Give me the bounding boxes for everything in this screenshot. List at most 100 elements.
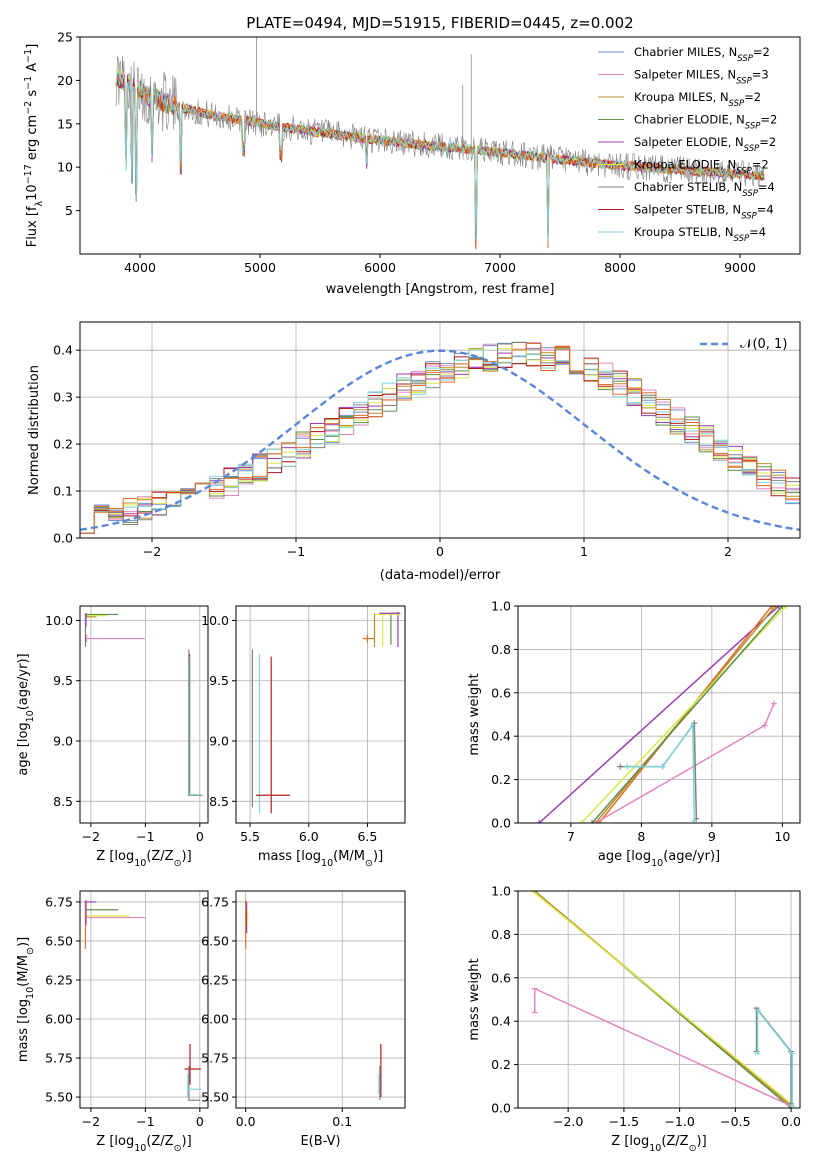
x-tick-label: 6.5 xyxy=(357,829,377,844)
x-tick-label: 5.5 xyxy=(240,829,260,844)
legend-text: Salpeter MILES, N xyxy=(634,68,736,82)
y-tick-label: 9.0 xyxy=(53,734,73,749)
x-tick-label: 8 xyxy=(637,829,645,844)
x-axis-label: (data-model)/error xyxy=(380,568,501,583)
mass-weight-line xyxy=(627,723,695,821)
y-axis-label-part: A xyxy=(25,63,40,76)
y-axis-label-part: 10 xyxy=(25,710,36,722)
y-axis-label-part: s xyxy=(25,90,40,101)
x-tick-label: −2 xyxy=(143,544,161,559)
plot-area xyxy=(245,900,382,1101)
x-tick-label: −0.5 xyxy=(720,1114,750,1129)
x-tick-label: 8000 xyxy=(604,260,636,275)
legend-subscript: SSP xyxy=(734,234,750,244)
y-tick-label: 20 xyxy=(57,73,73,88)
legend-text: Kroupa MILES, N xyxy=(634,90,729,104)
legend-entry: Kroupa STELIB, NSSP=4 xyxy=(634,225,766,244)
x-axis-label-part: mass [log xyxy=(258,849,321,864)
y-tick-label: 0.4 xyxy=(491,729,511,744)
legend-suffix: =2 xyxy=(752,158,769,172)
axes-frame xyxy=(517,605,801,824)
legend-suffix: =2 xyxy=(744,90,761,104)
legend-subscript: SSP xyxy=(736,77,752,87)
y-tick-label: 0.4 xyxy=(491,1014,511,1029)
legend-text: Kroupa ELODIE, N xyxy=(634,158,736,172)
x-tick-label: 9 xyxy=(708,829,716,844)
y-tick-label: 1.0 xyxy=(491,884,511,899)
mass-vs-metallicity-panel: −2 −1 05.505.756.006.256.506.75Z [log10(Z/… xyxy=(16,890,209,1154)
x-axis-label: Z [log10(Z/Z⊙)] xyxy=(611,1134,706,1154)
plot-area xyxy=(529,891,796,1108)
y-tick-label: 0.6 xyxy=(491,685,511,700)
y-axis-label: mass weight xyxy=(467,673,482,755)
y-axis-label: age [log10(age/yr)] xyxy=(16,653,36,775)
x-tick-label: −1 xyxy=(287,544,305,559)
mass-weight-line xyxy=(595,703,775,823)
legend-suffix: =3 xyxy=(752,68,769,82)
spectrum-line-gray xyxy=(115,55,765,248)
y-axis-label-part: (age/yr)] xyxy=(16,653,31,710)
axes-frame xyxy=(517,890,801,1109)
y-tick-label: 0.0 xyxy=(53,531,73,546)
y-tick-label: 6.75 xyxy=(201,894,229,909)
y-tick-label: 0.4 xyxy=(53,343,73,358)
x-axis-label-part: (age/yr)] xyxy=(663,849,720,864)
y-tick-label: 6.25 xyxy=(45,972,73,987)
y-tick-label: 0.0 xyxy=(491,1101,511,1116)
x-axis-label-part: (Z/Z xyxy=(661,1134,688,1149)
y-tick-label: 5.50 xyxy=(201,1090,229,1105)
mass-weight-line xyxy=(533,987,792,1107)
y-axis-label-part: 10 xyxy=(25,184,40,201)
x-tick-label: 0.1 xyxy=(332,1114,352,1129)
plot-area xyxy=(251,612,401,814)
mass-vs-ebv-panel: 0.0 0.1 5.50 5.75 6.00 6.25 6.50 6.75 E(B-V) xyxy=(201,890,406,1149)
y-tick-label: 8.5 xyxy=(53,794,73,809)
x-axis-label-part: )] xyxy=(373,849,383,864)
y-tick-label: 10.0 xyxy=(45,613,73,628)
x-axis-label-part: 10 xyxy=(134,858,146,869)
y-tick-label: 10 xyxy=(57,160,73,175)
y-tick-label: 0.1 xyxy=(53,484,73,499)
y-tick-label: 5.50 xyxy=(45,1090,73,1105)
x-tick-label: −2 xyxy=(82,829,100,844)
age-vs-metallicity-panel: −2 −1 08.59.09.510.0Z [log10(Z/Z⊙)]age [lo… xyxy=(16,605,209,869)
residual-histogram-panel: −2 −1 0 1 2 0.0 0.1 0.2 0.3 0.4 (data-model)/error… xyxy=(27,321,801,583)
y-tick-label: 6.50 xyxy=(45,933,73,948)
y-axis-label-part: erg cm xyxy=(25,115,40,164)
y-tick-label: 5.75 xyxy=(201,1051,229,1066)
y-tick-label: 0.3 xyxy=(53,390,73,405)
legend-entry: Kroupa ELODIE, NSSP=2 xyxy=(634,158,769,177)
y-tick-label: 9.0 xyxy=(209,734,229,749)
y-tick-label: 15 xyxy=(57,116,73,131)
plot-area xyxy=(536,606,789,823)
x-axis-label-part: Z [log xyxy=(611,1134,649,1149)
x-axis-label-part: Z [log xyxy=(96,1134,134,1149)
histogram-series xyxy=(80,342,800,534)
y-tick-label: 6.25 xyxy=(201,972,229,987)
legend-entry: Salpeter STELIB, NSSP=4 xyxy=(634,203,774,222)
y-tick-label: 5 xyxy=(65,203,73,218)
legend-suffix: =4 xyxy=(758,180,775,194)
plot-area xyxy=(80,341,800,534)
y-axis-label-part: ⊙ xyxy=(25,947,36,955)
y-axis-label: Flux [fλ10−17 erg cm−2 s−1 A−1] xyxy=(23,44,45,248)
axes-frame xyxy=(79,36,801,255)
x-axis-label: mass [log10(M/M⊙)] xyxy=(258,849,383,869)
legend-subscript: SSP xyxy=(737,54,753,64)
mass-weight-line xyxy=(756,1008,793,1106)
x-tick-label: −1 xyxy=(136,829,154,844)
y-axis-label: Normed distribution xyxy=(27,365,42,495)
x-tick-label: 7 xyxy=(567,829,575,844)
y-axis-label-part: (M/M xyxy=(16,955,31,987)
legend-entry: Chabrier STELIB, NSSP=4 xyxy=(634,180,775,199)
x-tick-label: 7000 xyxy=(484,260,516,275)
legend-subscript: SSP xyxy=(736,167,752,177)
x-axis-label-part: age [log xyxy=(598,849,651,864)
mass-weight-line xyxy=(594,606,776,823)
axes-frame xyxy=(79,605,209,824)
axes-frame xyxy=(235,605,406,824)
legend-text: Chabrier MILES, N xyxy=(634,45,737,59)
legend-subscript: SSP xyxy=(744,144,760,154)
